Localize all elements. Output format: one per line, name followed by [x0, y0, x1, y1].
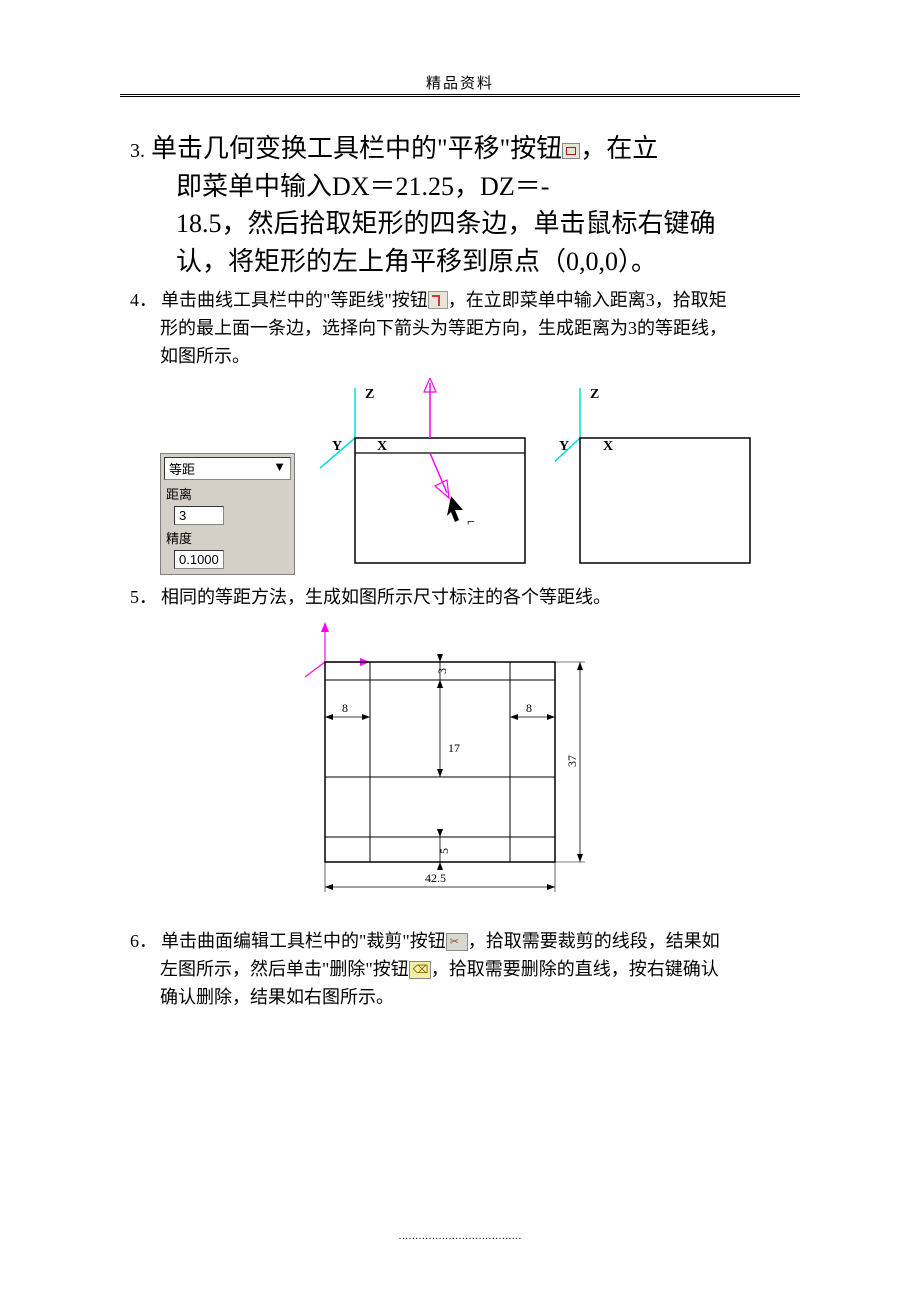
step3-num: 3. [130, 140, 145, 162]
chevron-down-icon: ▼ [273, 459, 286, 478]
step4-line3: 如图所示。 [130, 343, 790, 371]
dim-3: 3 [435, 668, 449, 674]
step4-line2: 形的最上面一条边，选择向下箭头为等距方向，生成距离为3的等距线， [130, 315, 790, 343]
step6-num: 6． [130, 931, 157, 951]
input-precision[interactable]: 0.1000 [174, 550, 224, 569]
offset-panel: 等距 ▼ 距离 3 精度 0.1000 [160, 453, 295, 575]
svg-text:X: X [603, 439, 613, 454]
diagram-1: 等距 ▼ 距离 3 精度 0.1000 Z Y X ⌐ [160, 378, 760, 578]
step-5: 5．相同的等距方法，生成如图所示尺寸标注的各个等距线。 [130, 584, 790, 612]
step3-line3: 18.5，然后拾取矩形的四条边，单击鼠标右键确 [130, 205, 790, 243]
content: 3. 单击几何变换工具栏中的"平移"按钮 ，在立 即菜单中输入DX＝21.25，DZ… [130, 130, 790, 1012]
dim-5: 5 [437, 848, 451, 854]
step5-text: 相同的等距方法，生成如图所示尺寸标注的各个等距线。 [161, 587, 611, 607]
step4-text1b: ，在立即菜单中输入距离3，拾取矩 [448, 290, 727, 310]
step6-text1a: 单击曲面编辑工具栏中的"裁剪"按钮 [161, 931, 446, 951]
page-header: 精品资料 [0, 72, 920, 93]
step-6: 6．单击曲面编辑工具栏中的"裁剪"按钮 ，拾取需要裁剪的线段，结果如 左图所示，然… [130, 928, 790, 1012]
move-icon [562, 143, 580, 159]
delete-icon [409, 961, 431, 979]
dropdown-text: 等距 [169, 459, 195, 478]
step3-text1a: 单击几何变换工具栏中的"平移"按钮 [151, 134, 562, 163]
step6-text2b: ，拾取需要删除的直线，按右键确认 [431, 959, 719, 979]
z-label: Z [365, 387, 374, 402]
dim-17: 17 [448, 741, 460, 755]
header-rule [120, 94, 800, 97]
step-3: 3. 单击几何变换工具栏中的"平移"按钮 ，在立 即菜单中输入DX＝21.25，DZ… [130, 130, 790, 281]
step4-text1a: 单击曲线工具栏中的"等距线"按钮 [161, 290, 428, 310]
figure-middle: Z Y X ⌐ [315, 378, 530, 568]
panel-dropdown[interactable]: 等距 ▼ [164, 457, 291, 480]
label-distance: 距离 [164, 483, 291, 504]
step6-text1b: ，拾取需要裁剪的线段，结果如 [468, 931, 720, 951]
label-precision: 精度 [164, 527, 291, 548]
offset-glyph: ⌐ [467, 515, 475, 530]
svg-text:Y: Y [559, 439, 569, 454]
dim-425: 42.5 [425, 871, 446, 885]
step-4: 4．单击曲线工具栏中的"等距线"按钮 ，在立即菜单中输入距离3，拾取矩 形的最上面… [130, 287, 790, 371]
step3-line2: 即菜单中输入DX＝21.25，DZ＝- [130, 168, 790, 206]
x-label: X [377, 439, 387, 454]
step3-text1b: ，在立 [580, 134, 658, 163]
diagram-2: 3 8 8 17 5 [280, 622, 630, 922]
input-distance[interactable]: 3 [174, 506, 224, 525]
step6-line3: 确认删除，结果如右图所示。 [130, 984, 790, 1012]
page-footer: ····································· [0, 1234, 920, 1245]
dim-37: 37 [565, 755, 579, 767]
figure-right: Z Y X [555, 378, 755, 568]
dim-8a: 8 [342, 701, 348, 715]
step5-num: 5． [130, 587, 157, 607]
offset-icon [428, 291, 448, 309]
dim-8b: 8 [526, 701, 532, 715]
step6-text2a: 左图所示，然后单击"删除"按钮 [160, 959, 409, 979]
svg-text:Z: Z [590, 387, 599, 402]
step4-num: 4． [130, 290, 157, 310]
trim-icon [446, 933, 468, 951]
step3-line4: 认，将矩形的左上角平移到原点（0,0,0）。 [130, 243, 790, 281]
y-label: Y [332, 439, 342, 454]
